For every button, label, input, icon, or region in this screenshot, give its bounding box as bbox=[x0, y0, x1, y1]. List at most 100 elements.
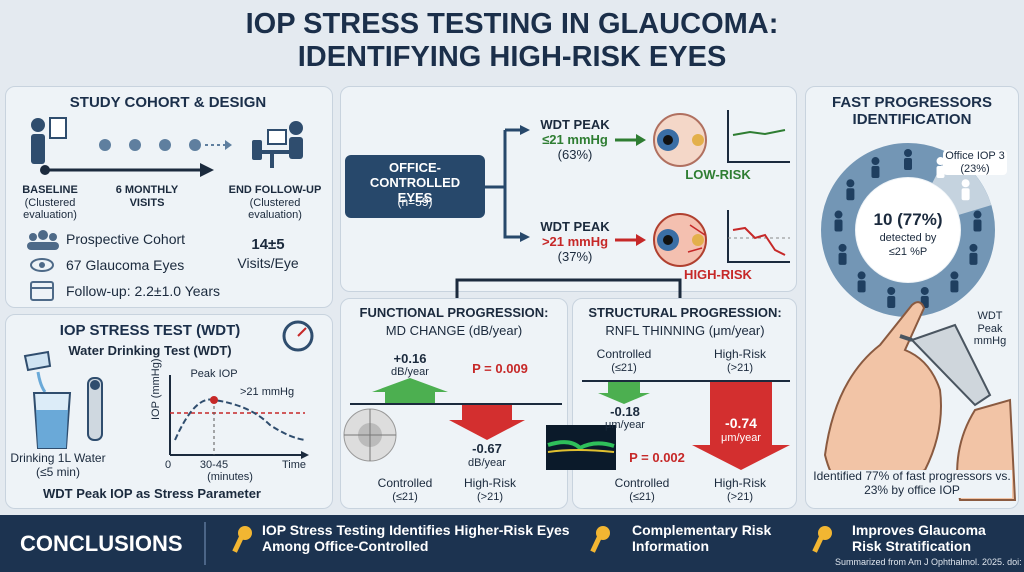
decoration-rect bbox=[846, 188, 855, 201]
decoration-circle bbox=[871, 157, 880, 166]
y-label: IOP (mmHg) bbox=[150, 358, 162, 420]
fact: Follow-up: 2.2±1.0 Years bbox=[66, 283, 220, 299]
title: IOP STRESS TESTING IN GLAUCOMA: IDENTIFY… bbox=[246, 8, 779, 75]
decoration-path bbox=[200, 163, 214, 177]
decoration-circle bbox=[99, 139, 111, 151]
decoration-circle bbox=[692, 234, 704, 246]
decoration-line bbox=[899, 334, 913, 342]
decoration-circle bbox=[289, 121, 303, 135]
decoration-g bbox=[99, 139, 201, 151]
x-start: 0 bbox=[164, 459, 172, 471]
source-note: Summarized from Am J Ophthalmol. 2025. d… bbox=[835, 557, 1024, 567]
decoration-rect bbox=[345, 155, 485, 218]
decoration-rect bbox=[950, 280, 959, 293]
branch-label: WDT PEAK bbox=[540, 117, 610, 132]
detected-note: detected by bbox=[879, 232, 937, 244]
unit: dB/year bbox=[468, 457, 506, 469]
branch-share: (63%) bbox=[557, 146, 593, 162]
conclusion: IOP Stress Testing Identifies Higher-Ris… bbox=[262, 522, 570, 555]
conclusions-heading: CONCLUSIONS bbox=[20, 531, 183, 556]
decoration-rect bbox=[270, 154, 274, 168]
risk-label: HIGH-RISK bbox=[684, 267, 752, 282]
group-range: (>21) bbox=[476, 490, 503, 503]
wdt-label: WDT Peak mmHg bbox=[973, 310, 1007, 348]
decoration-rect bbox=[812, 535, 825, 553]
decoration-circle bbox=[31, 118, 45, 132]
decoration-circle bbox=[936, 157, 945, 166]
source-n: (n=59) bbox=[397, 195, 433, 209]
decoration-circle bbox=[920, 286, 929, 295]
structural-subheading: RNFL THINNING (μm/year) bbox=[605, 323, 765, 338]
value: -0.74 bbox=[725, 415, 757, 431]
branch-share: (37%) bbox=[557, 248, 593, 264]
peak-label: Peak IOP bbox=[190, 368, 238, 380]
decoration-circle bbox=[29, 233, 37, 241]
decoration-path bbox=[692, 382, 790, 470]
unit: μm/year bbox=[605, 419, 645, 431]
title-line: IOP STRESS TESTING IN GLAUCOMA: bbox=[245, 8, 779, 40]
decoration-rect bbox=[838, 252, 847, 265]
decoration-circle bbox=[856, 178, 960, 282]
decoration-rect bbox=[31, 134, 45, 164]
decoration-ellipse bbox=[30, 258, 54, 272]
decoration-circle bbox=[653, 113, 707, 167]
decoration-path bbox=[372, 378, 448, 403]
branch-threshold: ≤21 mmHg bbox=[542, 131, 608, 147]
decoration-circle bbox=[282, 320, 314, 352]
decoration-path bbox=[36, 410, 68, 448]
decoration-line bbox=[297, 327, 307, 337]
group-range: (>21) bbox=[726, 361, 753, 374]
decoration-g bbox=[31, 117, 303, 168]
step-label: BASELINE bbox=[22, 184, 78, 196]
decoration-rect bbox=[49, 117, 67, 139]
decoration-rect bbox=[252, 140, 262, 160]
drink-time: (≤5 min) bbox=[36, 465, 80, 479]
fact: Prospective Cohort bbox=[66, 231, 186, 247]
decoration-rect bbox=[27, 242, 59, 250]
decoration-rect bbox=[289, 137, 303, 159]
unit: μm/year bbox=[721, 432, 761, 444]
decoration-rect bbox=[904, 158, 912, 170]
decoration-rect bbox=[857, 280, 866, 293]
decoration-rect bbox=[834, 219, 843, 232]
decoration-circle bbox=[39, 262, 45, 268]
decoration-rect bbox=[30, 281, 54, 301]
decoration-circle bbox=[834, 210, 843, 219]
group: Controlled (≤21) bbox=[597, 347, 652, 374]
decoration-circle bbox=[38, 230, 48, 240]
threshold-label: >21 mmHg bbox=[240, 386, 295, 398]
group-name: Controlled bbox=[614, 476, 670, 490]
decoration-path bbox=[301, 451, 309, 459]
group-range: (≤21) bbox=[392, 490, 418, 503]
decoration-path bbox=[520, 125, 530, 242]
decoration-path bbox=[547, 440, 615, 451]
decoration-circle bbox=[129, 139, 141, 151]
detected: 10 (77%) bbox=[873, 210, 943, 229]
decoration-g bbox=[232, 526, 832, 553]
visits: 14±5 bbox=[251, 236, 285, 253]
decoration-path bbox=[449, 405, 525, 440]
p-value: P = 0.002 bbox=[629, 450, 685, 465]
functional-subheading: MD CHANGE (dB/year) bbox=[385, 323, 523, 338]
timeline-step: END FOLLOW-UP (Clustered evaluation) bbox=[225, 184, 325, 222]
decoration-rect bbox=[961, 188, 970, 201]
cohort-heading: STUDY COHORT & DESIGN bbox=[69, 94, 267, 111]
source: OFFICE-CONTROLLED EYES bbox=[369, 160, 461, 205]
decoration-circle bbox=[189, 139, 201, 151]
conclusion: Complementary Risk Information bbox=[632, 522, 772, 555]
timeline-step: BASELINE (Clustered evaluation) bbox=[10, 184, 90, 222]
group-name: Controlled bbox=[377, 476, 433, 490]
decoration-path bbox=[727, 110, 790, 163]
decoration-circle bbox=[838, 243, 847, 252]
group-range: (≤21) bbox=[611, 361, 637, 374]
decoration-circle bbox=[904, 149, 912, 157]
functional-heading: FUNCTIONAL PROGRESSION: bbox=[359, 305, 549, 320]
value: -0.67 bbox=[472, 441, 502, 456]
decoration-path bbox=[455, 278, 682, 298]
decoration-g bbox=[27, 230, 59, 301]
group: Controlled (≤21) bbox=[377, 476, 433, 503]
x-label: Time bbox=[281, 459, 307, 471]
group: High-Risk (>21) bbox=[714, 476, 766, 503]
